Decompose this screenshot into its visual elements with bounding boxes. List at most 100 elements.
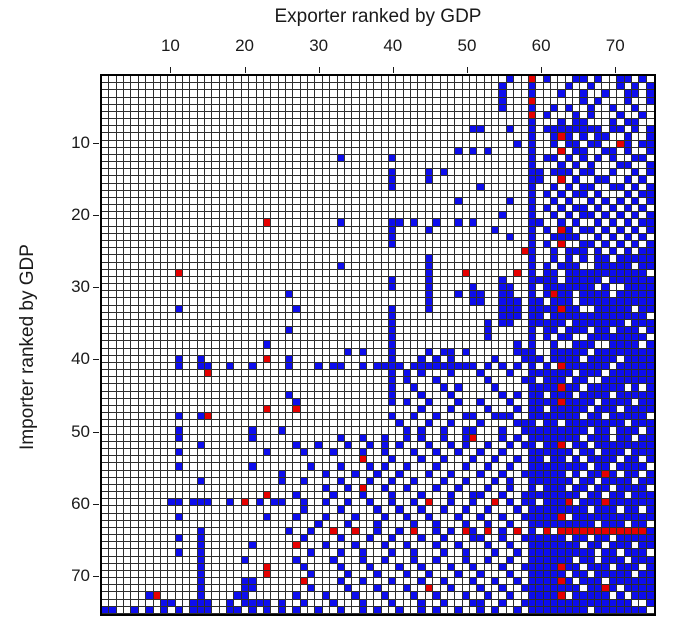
matrix-cell xyxy=(234,470,242,478)
matrix-cell xyxy=(205,441,213,449)
matrix-cell xyxy=(300,248,309,256)
matrix-cell xyxy=(175,492,183,500)
matrix-cell xyxy=(580,327,588,335)
matrix-cell xyxy=(322,449,331,457)
matrix-cell xyxy=(492,140,500,148)
matrix-cell xyxy=(153,520,161,528)
matrix-cell xyxy=(462,463,470,471)
matrix-cell xyxy=(573,405,581,414)
matrix-cell xyxy=(617,248,625,256)
matrix-cell xyxy=(550,327,559,335)
matrix-cell xyxy=(249,413,257,421)
matrix-cell xyxy=(175,140,183,148)
matrix-cell xyxy=(396,362,404,371)
matrix-cell xyxy=(190,284,198,292)
matrix-cell xyxy=(506,405,515,414)
matrix-cell xyxy=(249,291,257,299)
matrix-cell xyxy=(470,542,478,550)
matrix-cell xyxy=(168,312,176,320)
matrix-cell xyxy=(190,83,198,91)
matrix-cell xyxy=(175,542,183,550)
matrix-cell xyxy=(146,140,154,148)
matrix-cell xyxy=(389,449,397,457)
matrix-cell xyxy=(565,169,574,177)
matrix-cell xyxy=(182,513,191,521)
matrix-cell xyxy=(182,327,191,335)
matrix-cell xyxy=(271,291,279,299)
matrix-cell xyxy=(205,147,213,155)
matrix-cell xyxy=(116,520,125,528)
matrix-cell xyxy=(528,190,537,198)
matrix-cell xyxy=(205,463,213,471)
matrix-cell xyxy=(146,405,154,414)
matrix-cell xyxy=(565,470,574,478)
matrix-cell xyxy=(278,90,286,98)
matrix-cell xyxy=(403,83,412,91)
matrix-cell xyxy=(492,262,500,270)
matrix-cell xyxy=(322,298,331,306)
matrix-cell xyxy=(396,499,404,507)
matrix-cell xyxy=(425,90,434,98)
matrix-cell xyxy=(197,463,206,471)
matrix-cell xyxy=(197,176,206,184)
matrix-cell xyxy=(190,535,198,543)
matrix-cell xyxy=(499,362,507,371)
matrix-cell xyxy=(271,513,279,521)
matrix-cell xyxy=(617,484,625,493)
matrix-cell xyxy=(227,298,235,306)
matrix-cell xyxy=(330,477,338,485)
matrix-cell xyxy=(528,355,537,363)
matrix-cell xyxy=(168,506,176,514)
matrix-cell xyxy=(595,119,603,127)
matrix-cell xyxy=(573,305,581,313)
matrix-cell xyxy=(602,104,610,112)
matrix-cell xyxy=(411,119,419,127)
matrix-cell xyxy=(440,542,448,550)
matrix-cell xyxy=(124,262,132,270)
matrix-cell xyxy=(234,154,242,163)
matrix-cell xyxy=(234,255,242,263)
matrix-cell xyxy=(477,513,485,521)
matrix-cell xyxy=(528,413,537,421)
matrix-cell xyxy=(528,513,537,521)
matrix-cell xyxy=(514,405,522,414)
x-tick-label: 60 xyxy=(531,36,551,55)
matrix-cell xyxy=(153,463,161,471)
matrix-cell xyxy=(182,384,191,392)
matrix-cell xyxy=(514,97,522,105)
matrix-cell xyxy=(330,427,338,435)
matrix-cell xyxy=(521,319,529,328)
matrix-cell xyxy=(602,255,610,263)
matrix-cell xyxy=(425,513,434,521)
matrix-cell xyxy=(528,377,537,385)
matrix-cell xyxy=(286,169,294,177)
matrix-cell xyxy=(219,312,228,320)
matrix-cell xyxy=(462,492,470,500)
matrix-cell xyxy=(374,492,382,500)
matrix-cell xyxy=(506,312,515,320)
matrix-cell xyxy=(514,355,522,363)
matrix-cell xyxy=(528,312,537,320)
matrix-cell xyxy=(124,233,132,241)
matrix-cell xyxy=(514,104,522,112)
matrix-cell xyxy=(278,119,286,127)
matrix-cell xyxy=(116,212,125,220)
matrix-cell xyxy=(528,119,537,127)
matrix-cell xyxy=(227,527,235,536)
matrix-cell xyxy=(396,413,404,421)
matrix-cell xyxy=(315,298,323,306)
matrix-cell xyxy=(425,348,434,356)
matrix-cell xyxy=(308,456,316,464)
matrix-cell xyxy=(205,126,213,134)
matrix-cell xyxy=(168,90,176,98)
matrix-cell xyxy=(506,527,515,536)
matrix-cell xyxy=(506,97,515,105)
matrix-cell xyxy=(506,205,515,213)
matrix-cell xyxy=(631,492,640,500)
matrix-cell xyxy=(565,190,574,198)
matrix-cell xyxy=(565,520,574,528)
matrix-cell xyxy=(197,527,206,536)
matrix-cell xyxy=(234,119,242,127)
matrix-cell xyxy=(646,499,654,507)
matrix-cell xyxy=(550,269,559,277)
